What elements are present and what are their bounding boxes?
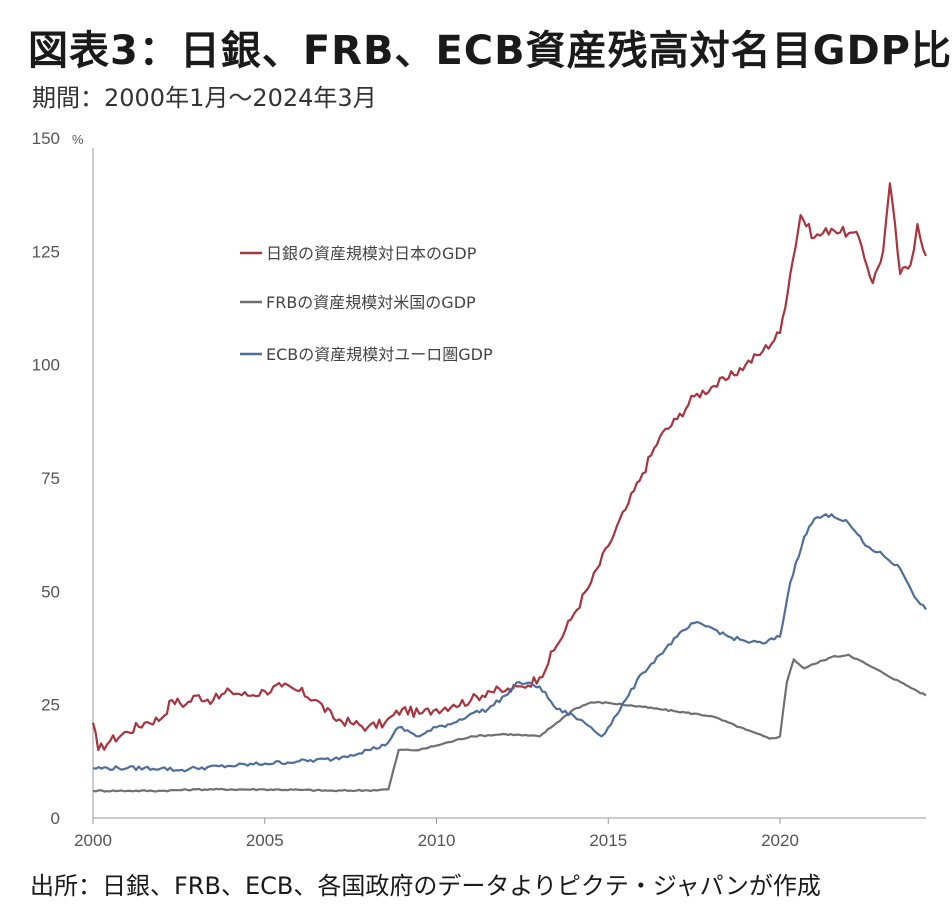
- y-tick-label: 125: [32, 242, 60, 261]
- legend-label-1: 日銀の資産規模対日本のGDP: [266, 244, 477, 263]
- y-tick-label: 25: [41, 696, 60, 715]
- series-layer: [91, 182, 928, 793]
- series-line-1: [91, 182, 928, 752]
- series-line-2: [92, 653, 927, 793]
- y-tick-label: 50: [41, 582, 60, 601]
- x-tick-label: 2015: [589, 831, 627, 850]
- y-unit-label: %: [72, 132, 84, 147]
- legend: 日銀の資産規模対日本のGDP FRBの資産規模対米国のGDP ECBの資産規模対ユー…: [240, 244, 493, 364]
- x-tick-label: 2005: [246, 831, 284, 850]
- series-line-3: [92, 513, 927, 773]
- period-subtitle: 期間：2000年1月～2024年3月: [32, 84, 377, 112]
- page-title: 図表3：日銀、FRB、ECB資産残高対名目GDP比率: [28, 28, 952, 74]
- y-tick-label: 75: [41, 469, 60, 488]
- x-tick-label: 2020: [761, 831, 799, 850]
- source-note: 出所：日銀、FRB、ECB、各国政府のデータよりピクテ・ジャパンが作成: [30, 872, 821, 900]
- y-tick-label: 150: [32, 129, 60, 148]
- y-tick-label: 0: [51, 809, 60, 828]
- legend-label-3: ECBの資産規模対ユーロ圏GDP: [266, 345, 493, 364]
- x-axis: 2000 2005 2010 2015 2020: [74, 817, 926, 850]
- y-tick-label: 100: [32, 356, 60, 375]
- y-axis: 150 % 125 100 75 50 25 0: [32, 129, 94, 828]
- x-tick-label: 2010: [418, 831, 456, 850]
- x-tick-label: 2000: [74, 831, 112, 850]
- legend-label-2: FRBの資産規模対米国のGDP: [266, 293, 476, 312]
